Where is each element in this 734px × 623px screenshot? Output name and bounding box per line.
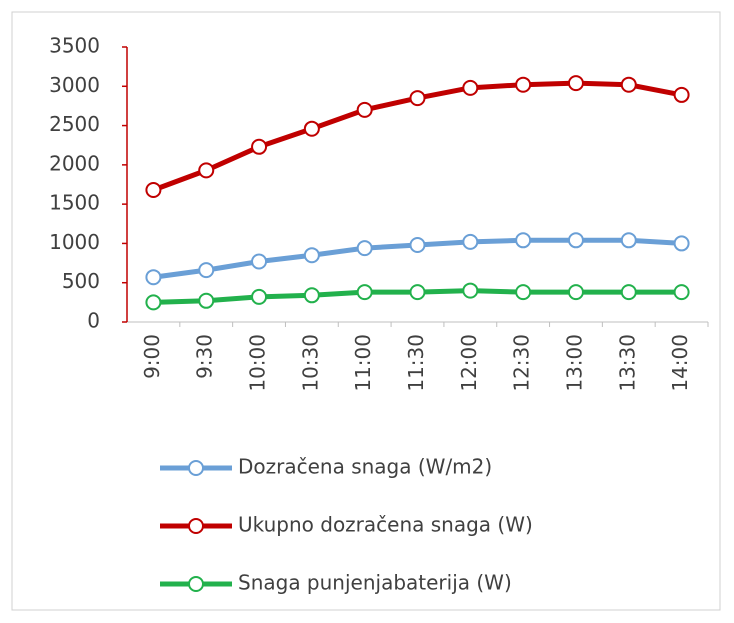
data-point <box>303 120 320 137</box>
x-tick-label: 10:30 <box>298 334 322 392</box>
data-point <box>145 269 162 286</box>
data-point <box>673 235 690 252</box>
data-point <box>462 233 479 250</box>
data-point <box>409 237 426 253</box>
data-point <box>145 294 162 311</box>
y-tick-label: 3500 <box>49 34 100 58</box>
legend-marker <box>188 460 204 476</box>
data-point <box>620 76 637 93</box>
data-point <box>673 86 690 103</box>
data-point <box>303 287 320 304</box>
data-point <box>251 138 268 155</box>
data-point <box>515 76 532 93</box>
data-point <box>198 292 215 309</box>
data-point <box>251 253 268 270</box>
x-tick-label: 11:30 <box>404 334 428 392</box>
data-point <box>356 284 373 301</box>
data-point <box>462 282 479 299</box>
x-tick-label: 13:30 <box>615 334 639 392</box>
data-point <box>198 162 215 179</box>
data-point <box>567 75 584 92</box>
data-point <box>620 232 637 249</box>
x-tick-label: 12:30 <box>510 334 534 392</box>
x-tick-label: 9:30 <box>193 334 217 379</box>
data-point <box>356 240 373 257</box>
legend-label: Dozračena snaga (W/m2) <box>238 455 492 479</box>
data-point <box>251 288 268 305</box>
data-point <box>356 101 373 118</box>
data-point <box>515 232 532 249</box>
data-point <box>145 182 162 198</box>
data-point <box>620 284 637 301</box>
data-point <box>198 262 215 279</box>
y-tick-label: 500 <box>62 269 100 293</box>
data-point <box>462 79 479 96</box>
legend-marker <box>188 576 204 592</box>
data-point <box>515 284 532 301</box>
data-point <box>409 90 426 107</box>
data-point <box>303 247 320 264</box>
x-tick-label: 10:00 <box>246 334 270 392</box>
x-tick-label: 9:00 <box>140 334 164 379</box>
data-point <box>409 284 426 301</box>
x-tick-label: 12:00 <box>457 334 481 392</box>
legend-marker <box>188 518 204 534</box>
y-tick-label: 1500 <box>49 191 100 215</box>
x-tick-label: 14:00 <box>668 334 692 392</box>
y-tick-label: 2000 <box>49 151 100 175</box>
y-tick-label: 0 <box>87 309 100 333</box>
data-point <box>673 284 690 301</box>
legend-label: Ukupno dozračena snaga (W) <box>238 513 533 537</box>
y-tick-label: 2500 <box>49 112 100 136</box>
legend-label: Snaga punjenjabaterija (W) <box>238 571 512 595</box>
data-point <box>567 232 584 249</box>
x-tick-label: 11:00 <box>351 334 375 392</box>
data-point <box>567 284 584 301</box>
y-tick-label: 1000 <box>49 230 100 254</box>
x-tick-label: 13:00 <box>562 334 586 392</box>
y-tick-label: 3000 <box>49 73 100 97</box>
